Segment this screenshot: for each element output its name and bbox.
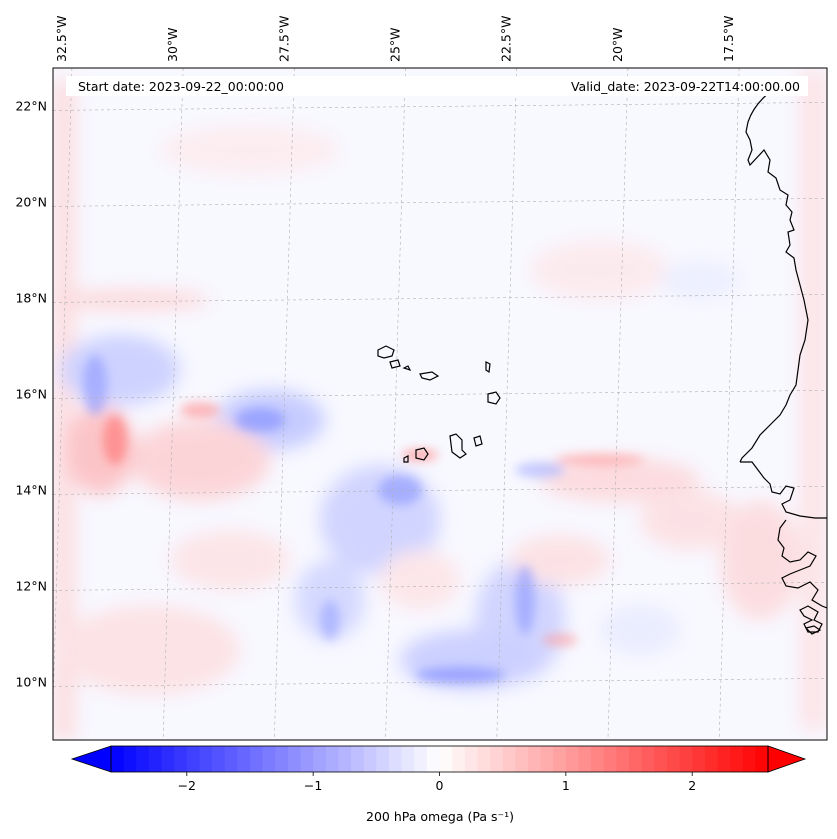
colorbar-segment xyxy=(692,746,706,772)
colorbar-segment xyxy=(452,746,466,772)
meridian-line xyxy=(162,68,184,740)
colorbar-segment xyxy=(363,746,377,772)
colorbar-tick-label: 0 xyxy=(436,778,444,793)
longitude-tick-label: 32.5°W xyxy=(54,16,69,62)
colorbar-segment xyxy=(300,746,314,772)
colorbar-segment xyxy=(376,746,390,772)
header-band xyxy=(66,76,808,96)
map-gridlines xyxy=(53,68,827,740)
colorbar-segments xyxy=(111,746,769,772)
colorbar-label: 200 hPa omega (Pa s⁻¹) xyxy=(366,809,514,824)
colorbar-segment xyxy=(553,746,567,772)
meridian-line xyxy=(385,68,406,740)
latitude-tick-label: 22°N xyxy=(15,98,47,113)
latitude-tick-label: 12°N xyxy=(15,578,47,593)
colorbar-segment xyxy=(136,746,150,772)
colorbar-segment xyxy=(313,746,327,772)
coastline xyxy=(377,91,827,635)
colorbar-segment xyxy=(527,746,542,772)
colorbar-segment xyxy=(704,746,718,772)
meridian-line xyxy=(718,68,740,740)
latitude-tick-label: 16°N xyxy=(15,386,47,401)
colorbar-segment xyxy=(351,746,365,772)
longitude-tick-label: 17.5°W xyxy=(721,16,736,62)
latitude-labels: 22°N 20°N 18°N 16°N 14°N 12°N 10°N xyxy=(15,98,47,689)
latitude-tick-label: 20°N xyxy=(15,194,47,209)
colorbar-segment xyxy=(755,746,769,772)
colorbar-segment xyxy=(717,746,731,772)
longitude-tick-label: 27.5°W xyxy=(276,16,291,62)
colorbar-segment xyxy=(742,746,756,772)
colorbar-segment xyxy=(490,746,504,772)
colorbar-segment xyxy=(578,746,592,772)
colorbar-segment xyxy=(540,746,554,772)
latitude-tick-label: 18°N xyxy=(15,290,47,305)
colorbar-tick-label: −2 xyxy=(178,778,196,793)
longitude-tick-label: 25°W xyxy=(388,27,403,62)
colorbar-segment xyxy=(325,746,339,772)
colorbar-tick-label: 2 xyxy=(688,778,696,793)
meridian-line xyxy=(496,68,518,740)
colorbar-segment xyxy=(262,746,276,772)
colorbar-segment xyxy=(426,746,440,772)
colorbar-segment xyxy=(249,746,264,772)
colorbar-min-extend xyxy=(70,745,112,773)
colorbar-segment xyxy=(148,746,163,772)
colorbar-segment xyxy=(237,746,251,772)
longitude-tick-label: 20°W xyxy=(610,27,625,62)
colorbar-segment xyxy=(616,746,630,772)
meridian-line xyxy=(274,68,295,740)
colorbar-segment xyxy=(199,746,213,772)
colorbar-segment xyxy=(161,746,175,772)
colorbar-segment xyxy=(275,746,289,772)
colorbar-segment xyxy=(477,746,491,772)
colorbar-segment xyxy=(123,746,137,772)
colorbar-segment xyxy=(388,746,403,772)
map-panel: Start date: 2023-09-22_00:00:00 Valid_da… xyxy=(52,67,828,741)
colorbar-segment xyxy=(186,746,200,772)
colorbar-segment xyxy=(338,746,352,772)
colorbar-segment xyxy=(502,746,516,772)
colorbar-segment xyxy=(629,746,643,772)
colorbar-ticks: −2 −1 0 1 2 xyxy=(178,772,696,793)
colorbar-segment xyxy=(174,746,188,772)
colorbar-segment xyxy=(224,746,238,772)
colorbar-segment xyxy=(603,746,617,772)
map-frame xyxy=(52,67,828,741)
longitude-labels: 32.5°W 30°W 27.5°W 25°W 22.5°W 20°W 17.5°W xyxy=(54,16,736,62)
latitude-tick-label: 10°N xyxy=(15,674,47,689)
colorbar: −2 −1 0 1 2 200 hPa omega (Pa s⁻¹) xyxy=(70,745,807,824)
valid-date-label: Valid_date: 2023-09-22T14:00:00.00 xyxy=(571,79,800,94)
colorbar-segment xyxy=(641,746,655,772)
colorbar-segment xyxy=(654,746,668,772)
colorbar-segment xyxy=(212,746,226,772)
start-date-label: Start date: 2023-09-22_00:00:00 xyxy=(78,79,284,94)
colorbar-segment xyxy=(111,746,125,772)
colorbar-segment xyxy=(565,746,579,772)
colorbar-segment xyxy=(464,746,478,772)
colorbar-tick-label: 1 xyxy=(562,778,570,793)
longitude-tick-label: 30°W xyxy=(165,27,180,62)
colorbar-segment xyxy=(414,746,428,772)
latitude-tick-label: 14°N xyxy=(15,482,47,497)
colorbar-tick-label: −1 xyxy=(304,778,322,793)
colorbar-segment xyxy=(730,746,744,772)
omega-field xyxy=(53,70,827,740)
longitude-tick-label: 22.5°W xyxy=(499,16,514,62)
colorbar-segment xyxy=(401,746,415,772)
meridian-line xyxy=(53,68,73,714)
colorbar-max-extend xyxy=(767,745,807,773)
meridian-line xyxy=(607,68,629,740)
colorbar-segment xyxy=(287,746,302,772)
colorbar-segment xyxy=(591,746,605,772)
colorbar-segment xyxy=(666,746,681,772)
colorbar-segment xyxy=(679,746,693,772)
colorbar-segment xyxy=(515,746,529,772)
colorbar-segment xyxy=(439,746,453,772)
